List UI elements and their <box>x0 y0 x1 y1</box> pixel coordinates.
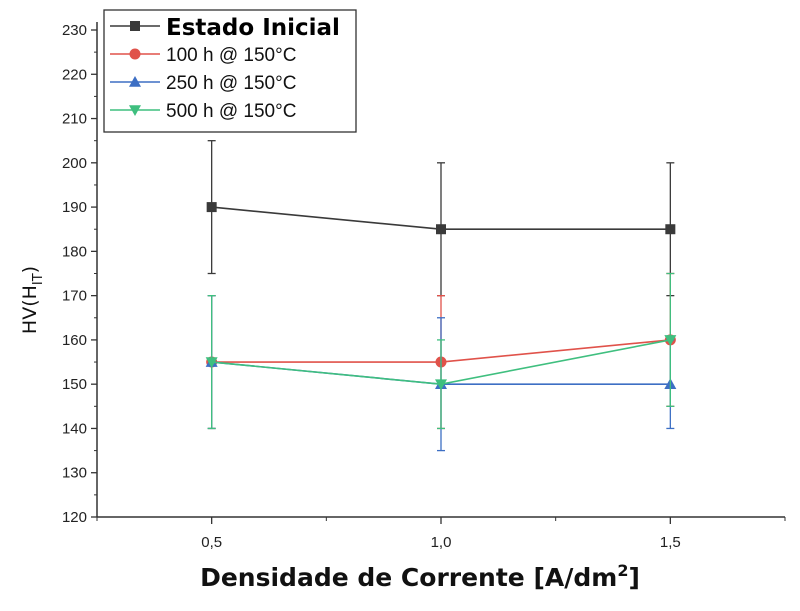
y-tick-label: 180 <box>62 243 87 260</box>
legend: Estado Inicial 100 h @ 150°C 250 h @ 150°C… <box>103 9 357 133</box>
data-point <box>206 202 217 213</box>
series-layer <box>205 140 677 452</box>
legend-marker <box>130 21 140 31</box>
legend-marker <box>129 76 141 87</box>
legend-box <box>103 9 357 133</box>
x-axis-title: Densidade de Corrente [A/dm2] <box>200 561 640 592</box>
y-tick-label: 220 <box>62 66 87 83</box>
y-tick-label: 230 <box>62 22 87 39</box>
data-point <box>665 224 676 235</box>
y-tick-label: 160 <box>62 332 87 349</box>
data-point <box>435 379 447 391</box>
legend-label: Estado Inicial <box>166 15 340 41</box>
y-axis-title: HV(HIT) <box>19 266 46 334</box>
data-point <box>664 335 677 346</box>
legend-label: 100 h @ 150°C <box>166 45 296 66</box>
x-tick-label: 0,5 <box>201 534 222 551</box>
x-tick-label: 1,5 <box>660 534 681 551</box>
y-tick-label: 130 <box>62 465 87 482</box>
data-point <box>205 357 218 369</box>
y-tick-label: 190 <box>62 199 87 216</box>
data-point <box>436 224 446 235</box>
x-tick-label: 1,0 <box>431 534 452 551</box>
legend-label: 250 h @ 150°C <box>166 73 296 94</box>
series-4 <box>205 272 677 430</box>
legend-marker <box>129 48 141 60</box>
y-tick-label: 120 <box>62 509 87 526</box>
y-tick-label: 140 <box>62 420 87 437</box>
y-tick-label: 150 <box>62 376 87 393</box>
y-tick-label: 210 <box>62 111 87 128</box>
legend-label: 500 h @ 150°C <box>166 101 296 122</box>
y-tick-label: 170 <box>62 288 87 305</box>
y-tick-label: 200 <box>62 155 87 172</box>
series-1 <box>206 140 676 297</box>
legend-marker <box>129 105 141 116</box>
axes: 120 130 140 150 160 170 180 190 200 210 220 230 0,5 1… <box>62 22 786 551</box>
